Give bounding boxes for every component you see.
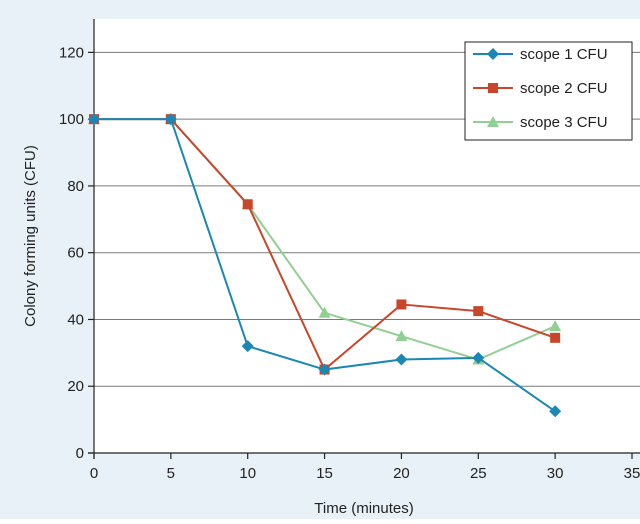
x-tick-label: 30	[547, 465, 564, 482]
x-tick-label: 10	[239, 465, 256, 482]
data-point	[164, 113, 177, 126]
data-point	[550, 332, 561, 343]
x-tick-label: 20	[393, 465, 410, 482]
data-point	[241, 340, 254, 353]
legend: scope 1 CFU scope 2 CFU scope 3 CFU	[464, 41, 633, 141]
y-tick-label: 60	[67, 245, 84, 262]
data-point	[549, 320, 562, 332]
tick-labels: 0 20 40 60 80 100 120 0 5 10 15 20 25 30 35	[59, 44, 640, 482]
legend-label-1: scope 1 CFU	[520, 46, 608, 63]
legend-label-2: scope 2 CFU	[520, 80, 608, 97]
data-point	[318, 363, 331, 376]
y-tick-label: 120	[59, 44, 84, 61]
y-tick-label: 0	[76, 445, 84, 462]
data-point	[242, 199, 253, 210]
x-tick-label: 35	[624, 465, 640, 482]
chart-axes	[88, 19, 640, 459]
x-axis-title: Time (minutes)	[314, 500, 413, 517]
series-group	[88, 113, 562, 418]
legend-marker-2	[488, 83, 498, 93]
x-tick-label: 25	[470, 465, 487, 482]
data-point	[473, 306, 484, 317]
data-point	[549, 405, 562, 418]
legend-marker-1	[487, 48, 499, 60]
y-axis-title: Colony forming units (CFU)	[22, 145, 39, 327]
data-point	[472, 351, 485, 364]
data-point	[396, 299, 407, 310]
y-tick-label: 80	[67, 178, 84, 195]
data-point	[395, 353, 408, 366]
x-tick-label: 5	[167, 465, 175, 482]
x-tick-label: 0	[90, 465, 98, 482]
y-tick-label: 40	[67, 311, 84, 328]
y-tick-label: 20	[67, 378, 84, 395]
series-1	[88, 113, 562, 418]
data-point	[318, 306, 331, 318]
data-point	[88, 113, 100, 126]
x-tick-label: 15	[316, 465, 333, 482]
data-point	[395, 330, 408, 342]
legend-label-3: scope 3 CFU	[520, 114, 608, 131]
legend-marker-3	[487, 116, 499, 127]
y-tick-label: 100	[59, 111, 84, 128]
